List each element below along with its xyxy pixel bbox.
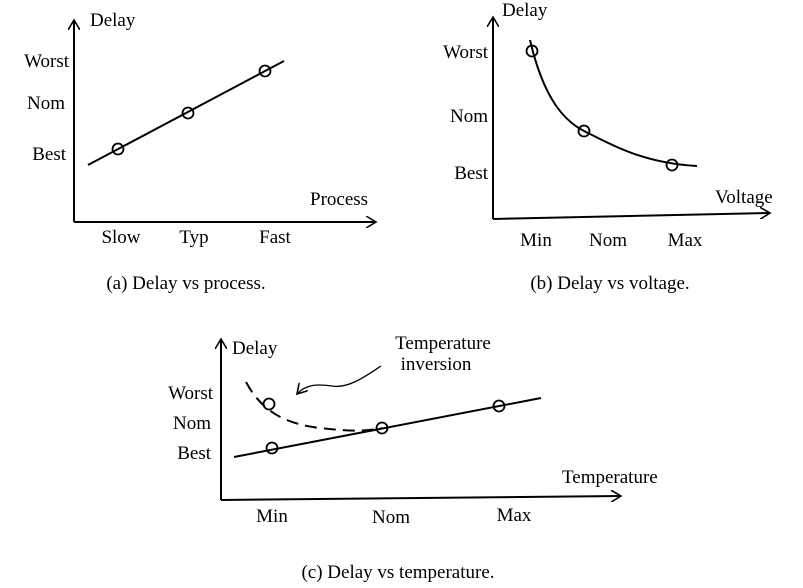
chart-c-xtick-max: Max (497, 505, 532, 526)
chart-b-series-curve (529, 39, 698, 167)
chart-c-ytick-worst: Worst (168, 383, 214, 404)
chart-b-point-min (525, 44, 539, 58)
chart-b-xtick-nom: Nom (589, 230, 627, 251)
chart-c-ytick-nom: Nom (173, 413, 211, 434)
chart-c-ytick-best: Best (177, 443, 212, 464)
chart-b-caption: (b) Delay vs voltage. (530, 273, 689, 294)
chart-a-point-typ (181, 106, 195, 120)
chart-a-ylabel: Delay (90, 10, 136, 31)
chart-a-point-slow (111, 142, 125, 156)
chart-c-xtick-min: Min (256, 506, 288, 527)
chart-b-x-axis (492, 213, 770, 220)
chart-c-point-nom (375, 421, 389, 435)
chart-a: Delay Process Worst Nom Best Slow Typ Fa… (24, 10, 376, 294)
chart-a-ytick-worst: Worst (24, 51, 70, 72)
chart-c-ylabel: Delay (232, 338, 278, 359)
chart-a-series-line (87, 60, 285, 166)
chart-b-ylabel: Delay (502, 0, 548, 21)
chart-b-point-max (665, 158, 679, 172)
chart-c-annotation-line1: Temperature (395, 333, 491, 354)
chart-c-point-max (492, 399, 506, 413)
chart-c-xlabel: Temperature (562, 467, 658, 488)
chart-a-xtick-typ: Typ (179, 227, 208, 248)
chart-c-annotation-arrow (297, 365, 382, 394)
chart-c-caption: (c) Delay vs temperature. (301, 562, 494, 583)
chart-c: Delay Temperature Worst Nom Best Min Nom… (168, 333, 658, 583)
chart-b-xtick-max: Max (668, 230, 703, 251)
chart-c-point-inversion-min (262, 397, 276, 411)
chart-c-point-min (265, 441, 279, 455)
chart-b-ytick-nom: Nom (450, 106, 488, 127)
chart-a-xlabel: Process (310, 189, 368, 210)
chart-a-caption: (a) Delay vs process. (106, 273, 265, 294)
chart-b-point-nom (577, 124, 591, 138)
chart-b-xlabel: Voltage (715, 187, 773, 208)
chart-c-annotation-line2: inversion (401, 354, 472, 375)
chart-b-ytick-worst: Worst (443, 42, 489, 63)
chart-b: Delay Voltage Worst Nom Best Min Nom Max… (443, 0, 773, 294)
chart-a-xtick-fast: Fast (259, 227, 291, 248)
chart-b-xtick-min: Min (520, 230, 552, 251)
chart-c-xtick-nom: Nom (372, 507, 410, 528)
chart-b-ytick-best: Best (454, 163, 489, 184)
chart-a-point-fast (258, 64, 272, 78)
chart-c-series-inversion (245, 381, 383, 432)
chart-a-xtick-slow: Slow (101, 227, 140, 248)
chart-a-ytick-nom: Nom (27, 93, 65, 114)
chart-c-x-axis (220, 496, 621, 500)
chart-a-ytick-best: Best (32, 144, 67, 165)
